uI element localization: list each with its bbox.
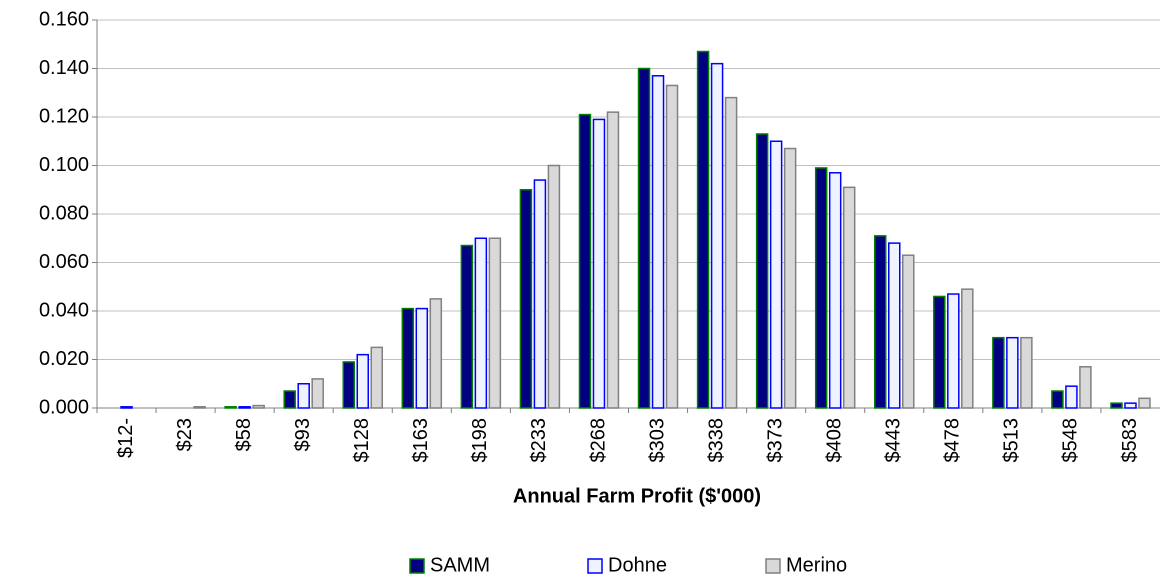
bar — [415, 307, 429, 409]
bar — [488, 237, 502, 409]
bar — [947, 293, 960, 409]
x-tick-label: $198 — [469, 418, 491, 463]
bar — [724, 96, 738, 409]
bar — [592, 118, 606, 409]
bar — [1051, 390, 1064, 409]
bar — [842, 186, 856, 409]
y-tick-label: 0.160 — [39, 8, 89, 30]
legend-swatch — [765, 558, 781, 574]
bar — [460, 244, 474, 409]
x-axis-title: Annual Farm Profit ($'000) — [513, 485, 761, 507]
bar — [814, 167, 828, 409]
bar — [533, 179, 547, 409]
x-tick-label: $23 — [174, 418, 196, 451]
bar — [783, 147, 797, 409]
bar — [429, 298, 443, 409]
bar — [356, 353, 369, 409]
bar — [1065, 385, 1078, 409]
bar — [696, 50, 710, 409]
x-tick-label: $303 — [646, 418, 668, 463]
bar — [1006, 336, 1019, 409]
bar — [933, 295, 946, 409]
bar — [769, 140, 783, 409]
bar — [755, 133, 769, 409]
legend-label: Dohne — [608, 554, 667, 576]
bar — [401, 307, 415, 409]
bar — [193, 406, 206, 409]
x-tick-label: $128 — [351, 418, 373, 463]
bar — [297, 383, 310, 409]
x-tick-label: $233 — [528, 418, 550, 463]
bar — [1020, 336, 1033, 409]
x-tick-label: $443 — [883, 418, 905, 463]
bar — [370, 346, 383, 409]
x-tick-label: $12- — [115, 418, 137, 458]
legend-swatch — [587, 558, 603, 574]
legend-swatch — [409, 558, 425, 574]
bar — [651, 75, 665, 409]
x-tick-label: $338 — [705, 418, 727, 463]
bar — [665, 84, 679, 409]
x-tick-label: $548 — [1060, 418, 1082, 463]
bar — [120, 406, 133, 409]
bar — [1138, 397, 1151, 409]
x-tick-label: $58 — [233, 418, 255, 451]
bar — [902, 254, 915, 409]
x-tick-label: $478 — [942, 418, 964, 463]
bar — [342, 361, 355, 409]
y-tick-label: 0.020 — [39, 348, 89, 370]
bar — [474, 237, 488, 409]
bar — [578, 113, 592, 409]
y-tick-label: 0.080 — [39, 202, 89, 224]
x-tick-label: $268 — [587, 418, 609, 463]
y-tick-label: 0.140 — [39, 57, 89, 79]
x-tick-label: $583 — [1119, 418, 1141, 463]
y-tick-label: 0.120 — [39, 105, 89, 127]
bar — [637, 67, 651, 409]
y-tick-label: 0.060 — [39, 251, 89, 273]
x-tick-label: $373 — [764, 418, 786, 463]
bar — [1079, 366, 1092, 409]
x-tick-label: $163 — [410, 418, 432, 463]
bar — [1110, 402, 1123, 409]
bar — [1124, 402, 1137, 409]
y-tick-label: 0.000 — [39, 396, 89, 418]
bar — [710, 62, 724, 409]
bar — [828, 172, 842, 409]
bar — [547, 164, 561, 409]
bar — [311, 378, 324, 409]
bar — [606, 111, 620, 409]
bar — [874, 235, 887, 409]
bar — [224, 406, 237, 409]
legend-label: Merino — [786, 554, 847, 576]
x-tick-label: $513 — [1001, 418, 1023, 463]
bar — [519, 189, 533, 409]
bar — [238, 406, 251, 409]
bar — [992, 336, 1005, 409]
y-tick-label: 0.040 — [39, 299, 89, 321]
bar — [283, 390, 296, 409]
bar — [961, 288, 974, 409]
bar — [252, 404, 265, 409]
x-tick-label: $93 — [292, 418, 314, 451]
legend-label: SAMM — [430, 554, 490, 576]
y-tick-label: 0.100 — [39, 154, 89, 176]
x-tick-label: $408 — [823, 418, 845, 463]
bar — [888, 242, 901, 409]
